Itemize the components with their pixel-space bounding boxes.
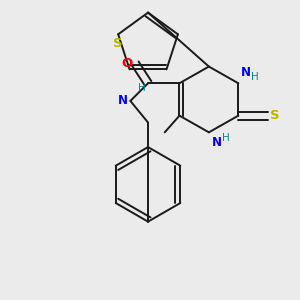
Text: H: H	[138, 83, 146, 93]
Text: N: N	[212, 136, 222, 149]
Text: H: H	[251, 72, 259, 82]
Text: H: H	[222, 133, 230, 143]
Text: S: S	[270, 109, 279, 122]
Text: O: O	[121, 57, 132, 70]
Text: N: N	[241, 66, 251, 79]
Text: N: N	[117, 94, 128, 107]
Text: S: S	[113, 37, 123, 50]
